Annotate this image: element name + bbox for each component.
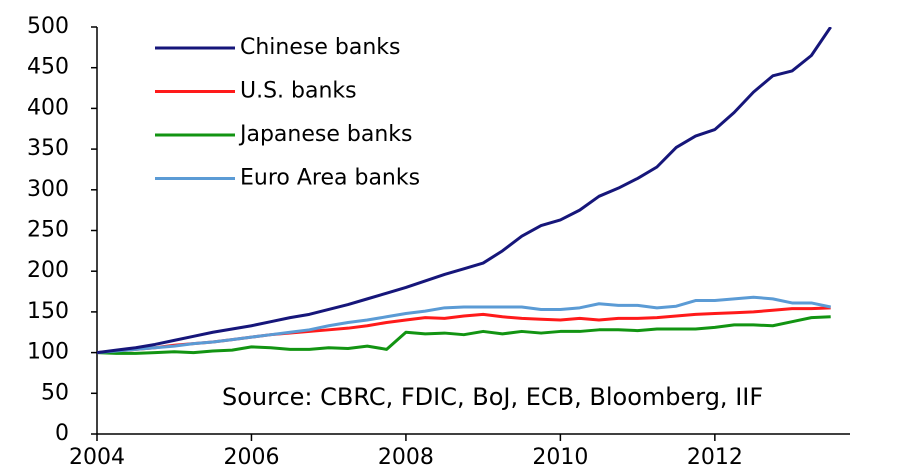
line-series <box>97 315 831 355</box>
x-tick-label: 2012 <box>687 445 743 470</box>
line-series <box>97 27 832 355</box>
x-tick-label: 2006 <box>223 445 279 470</box>
x-tick-label: 2008 <box>378 445 434 470</box>
legend-label: U.S. banks <box>240 79 357 104</box>
y-tick-label: 450 <box>27 55 69 80</box>
y-tick-label: 0 <box>55 421 69 446</box>
y-tick-label: 50 <box>41 380 69 405</box>
y-tick-label: 250 <box>27 218 69 243</box>
y-tick-label: 150 <box>27 299 69 324</box>
source-note: Source: CBRC, FDIC, BoJ, ECB, Bloomberg,… <box>222 383 763 411</box>
line-series <box>97 306 831 355</box>
y-tick-label: 300 <box>27 177 69 202</box>
legend-label: Chinese banks <box>240 35 400 60</box>
x-tick-label: 2010 <box>532 445 588 470</box>
legend-label: Euro Area banks <box>240 166 420 191</box>
y-tick-label: 100 <box>27 340 69 365</box>
y-tick-label: 200 <box>27 258 69 283</box>
legend-label: Japanese banks <box>238 122 412 147</box>
y-tick-label: 400 <box>27 95 69 120</box>
y-tick-label: 350 <box>27 136 69 161</box>
line-series <box>97 295 832 355</box>
y-tick-label: 500 <box>27 14 69 39</box>
x-tick-label: 2004 <box>69 445 125 470</box>
